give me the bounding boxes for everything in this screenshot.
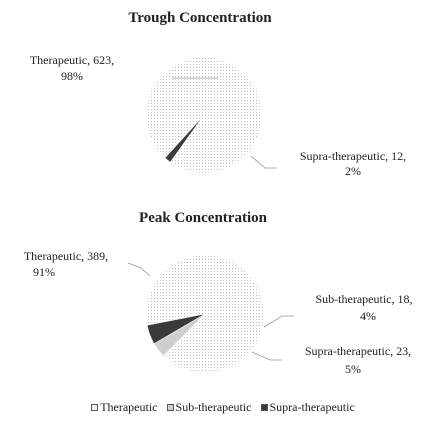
peak-supra-label-line2: 5% — [345, 362, 361, 376]
trough-therapeutic-label-line2: 98% — [61, 69, 83, 83]
legend-item-sub-therapeutic: Sub-therapeutic — [166, 400, 252, 415]
peak-supra-leader — [251, 351, 282, 361]
legend-swatch-therapeutic — [91, 404, 99, 411]
legend-swatch-supra-therapeutic — [260, 404, 268, 411]
peak-therapeutic-label-line1: Therapeutic, 389, — [24, 249, 108, 263]
peak-therapeutic-label-line2: 91% — [33, 265, 55, 279]
peak-chart: Peak Concentration Therapeutic, 389, 91%… — [24, 210, 413, 376]
peak-title: Peak Concentration — [139, 210, 268, 226]
legend: Therapeutic Sub-therapeutic Supra-therap… — [0, 400, 446, 415]
legend-item-therapeutic: Therapeutic — [91, 400, 158, 415]
peak-therapeutic-leader — [127, 262, 151, 277]
trough-supra-leader — [250, 155, 277, 169]
peak-slice-supra-therapeutic — [146, 313, 206, 345]
trough-title: Trough Concentration — [128, 10, 272, 26]
peak-supra-label-line1: Supra-therapeutic, 23, — [305, 344, 411, 358]
trough-slice-supra-therapeutic — [164, 114, 205, 163]
trough-chart: Trough Concentration Therapeutic, 623, 9… — [30, 10, 406, 178]
trough-therapeutic-label-line1: Therapeutic, 623, — [30, 53, 114, 67]
trough-supra-label-line1: Supra-therapeutic, 12, — [300, 149, 406, 163]
peak-sub-label-line1: Sub-therapeutic, 18, — [316, 292, 413, 306]
peak-sub-leader — [263, 315, 294, 328]
legend-swatch-sub-therapeutic — [166, 404, 174, 411]
legend-item-supra-therapeutic: Supra-therapeutic — [260, 400, 355, 415]
trough-slices — [145, 56, 263, 174]
peak-slices — [145, 254, 265, 374]
legend-label-therapeutic: Therapeutic — [100, 400, 158, 414]
legend-label-sub-therapeutic: Sub-therapeutic — [175, 400, 252, 414]
legend-label-supra-therapeutic: Supra-therapeutic — [269, 400, 355, 414]
peak-sub-label-line2: 4% — [360, 309, 376, 323]
trough-supra-label-line2: 2% — [345, 164, 361, 178]
